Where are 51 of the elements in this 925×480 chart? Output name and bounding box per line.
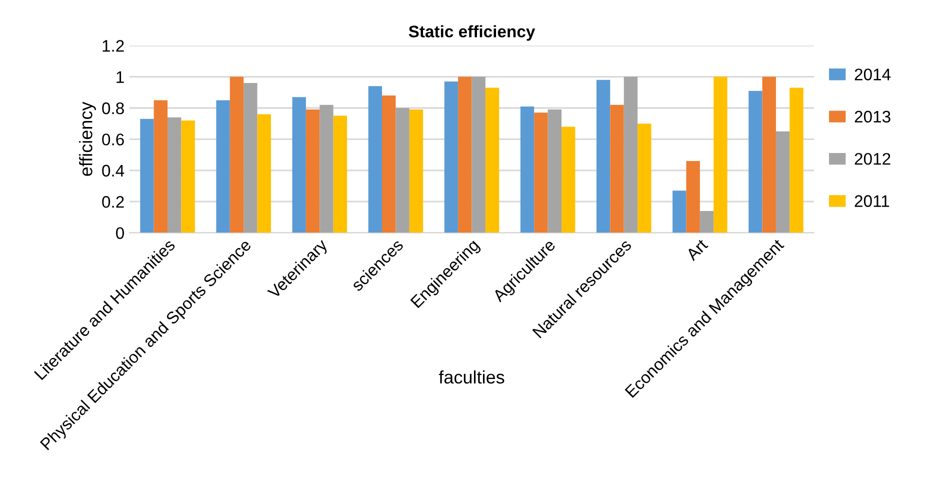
chart-title: Static efficiency [408,25,536,41]
bar [748,90,762,233]
bar [472,76,486,233]
bar [320,104,334,233]
x-axis-title: faculties [438,370,504,384]
bar [624,76,638,233]
y-tick-label: 0 [116,227,124,240]
bar [596,80,610,233]
bar [382,96,396,233]
y-tick-label: 0.8 [102,102,124,114]
bar [776,131,790,233]
bar [672,190,686,233]
bar [534,112,548,233]
bar [292,97,306,233]
legend-label: 2012 [854,152,890,165]
y-axis-title: efficiency [79,102,96,176]
bar [548,110,562,233]
bar [714,76,728,233]
bar [790,88,804,233]
bar [638,124,652,233]
legend-label: 2013 [854,110,890,123]
bar [762,76,776,233]
bar [700,210,714,233]
bar [244,83,258,233]
bar [230,76,244,233]
y-tick-label: 0.2 [102,196,124,208]
x-tick-label: Art [685,238,708,262]
bar [216,100,230,233]
legend-label: 2011 [854,195,890,207]
bar [333,116,348,233]
bar [181,120,195,233]
bar [686,161,700,233]
bar [154,100,168,233]
bar [520,106,534,233]
bar [257,114,271,233]
bar [168,117,182,233]
bar [409,110,424,233]
y-tick-label: 1.2 [102,40,124,52]
legend-label: 2014 [854,68,891,80]
bar [306,110,320,233]
y-tick-label: 1 [116,71,124,83]
bar [458,76,472,233]
y-tick-label: 0.4 [102,164,124,177]
bar [444,81,458,233]
bar [561,126,576,233]
bar [140,118,154,233]
bar [485,88,500,233]
y-tick-label: 0.6 [102,134,124,146]
bar [610,104,624,233]
bar [396,108,410,233]
bar [368,86,382,233]
